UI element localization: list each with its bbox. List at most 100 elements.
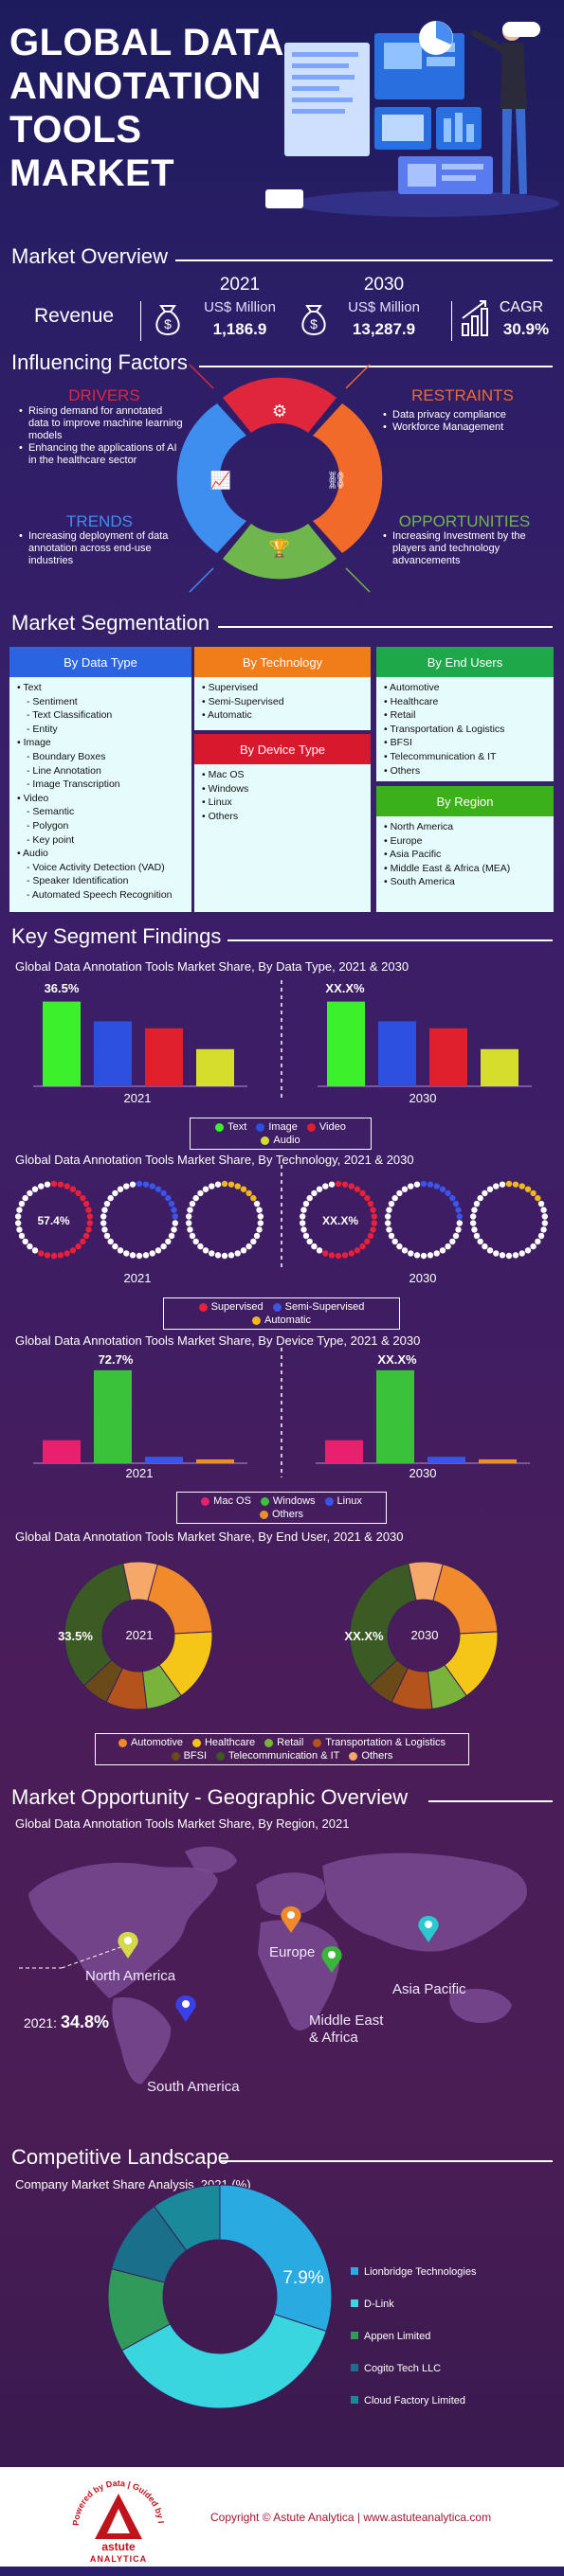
link-icon: ⛓	[326, 471, 348, 490]
data-type-chart-title: Global Data Annotation Tools Market Shar…	[15, 959, 409, 974]
location-pin-icon	[418, 1916, 439, 1942]
ring-dot-semi-supervised-2021	[160, 1190, 167, 1197]
ring-dot-automatic-2021	[202, 1186, 209, 1192]
unit-2030: US$ Million	[348, 299, 420, 315]
list-item: • Middle East & Africa (MEA)	[384, 862, 511, 874]
ring-dot-supervised-2030	[328, 1181, 336, 1188]
by-end-users-list: • Automotive • Healthcare • Retail • Tra…	[376, 677, 554, 781]
money-bag-icon: $	[155, 305, 180, 336]
list-item: • Others	[384, 764, 421, 777]
ring-dot-semi-supervised-2030	[396, 1190, 403, 1197]
ring-dot-semi-supervised-2021	[101, 1226, 108, 1233]
trends-heading: TRENDS	[66, 512, 133, 530]
ring-dot-supervised-2021	[44, 1252, 51, 1259]
restraints-list: • Data privacy compliance • Workforce Mana…	[383, 409, 554, 434]
svg-text:astute: astute	[101, 2540, 136, 2553]
ring-dot-supervised-2021	[16, 1226, 23, 1233]
list-item: • Rising demand for annotated data to imp…	[19, 405, 183, 441]
list-item: • Transportation & Logistics	[384, 723, 505, 735]
ring-dot-supervised-2021	[50, 1252, 58, 1260]
ring-dot-automatic-2030	[477, 1238, 483, 1245]
bar-linux-2030	[428, 1457, 465, 1463]
ring-dot-supervised-2030	[371, 1220, 378, 1226]
by-technology-list: • Supervised • Semi-Supervised • Automat…	[194, 677, 371, 730]
year-2021-header: 2021	[219, 275, 261, 295]
legend-item: Others	[349, 1750, 392, 1762]
ring-dot-supervised-2030	[335, 1252, 342, 1260]
slice-d-link	[120, 2313, 327, 2409]
ring-dot-automatic-2030	[535, 1194, 541, 1202]
by-data-type-header: By Data Type	[9, 647, 191, 677]
ring-dot-semi-supervised-2021	[101, 1207, 108, 1213]
ring-dot-semi-supervised-2021	[107, 1238, 114, 1245]
list-item: • Video	[17, 792, 49, 804]
trends-list: • Increasing deployment of data annotatio…	[19, 530, 175, 567]
ring-dot-supervised-2021	[31, 1186, 39, 1192]
ring-dot-semi-supervised-2030	[455, 1226, 462, 1233]
growth-chart-icon	[462, 300, 488, 336]
legend-swatch	[261, 1136, 270, 1145]
legend-item: Linux	[324, 1495, 362, 1507]
legend-item: Audio	[261, 1135, 300, 1146]
legend-swatch	[351, 2267, 358, 2275]
svg-text:ANALYTICA: ANALYTICA	[90, 2554, 147, 2564]
legend-swatch	[252, 1315, 262, 1325]
region-label-europe: Europe	[269, 1944, 316, 1960]
ring-dot-semi-supervised-2021	[103, 1200, 111, 1208]
ring-dot-automatic-2030	[530, 1190, 537, 1197]
ring-dot-semi-supervised-2021	[155, 1247, 162, 1254]
legend-swatch	[349, 1751, 358, 1761]
company-legend: Lionbridge Technologies D-Link Appen Lim…	[351, 2256, 476, 2417]
legend-swatch	[351, 2364, 358, 2371]
money-bag-icon: $	[301, 305, 326, 336]
ring-dot-semi-supervised-2021	[123, 1250, 130, 1257]
ring-dot-supervised-2030	[306, 1194, 313, 1202]
continent-europe	[256, 1872, 326, 1916]
ring-dot-semi-supervised-2030	[388, 1232, 395, 1240]
legend-item: Retail	[264, 1737, 303, 1748]
data-type-value-label-2030: XX.X%	[325, 981, 365, 995]
ring-dot-supervised-2021	[80, 1194, 86, 1202]
list-item: • Automatic	[202, 709, 252, 722]
bar-windows-2021	[94, 1369, 132, 1463]
ring-dot-semi-supervised-2021	[155, 1186, 162, 1192]
revenue-2021-value: 1,186.9	[212, 320, 267, 338]
ring-dot-automatic-2030	[499, 1181, 506, 1188]
ring-dot-supervised-2021	[85, 1226, 92, 1233]
ring-dot-automatic-2030	[505, 1252, 513, 1260]
ring-dot-automatic-2030	[486, 1247, 494, 1254]
legend-swatch	[260, 1496, 269, 1506]
list-item: • Data privacy compliance	[383, 409, 506, 420]
bar-others-2021	[196, 1458, 234, 1463]
bar-mac-os-2021	[43, 1440, 81, 1463]
revenue-label: Revenue	[34, 305, 115, 327]
enduser-chart-title: Global Data Annotation Tools Market Shar…	[15, 1530, 404, 1544]
bar-text-2030	[327, 1001, 365, 1086]
legend-item: Supervised	[198, 1301, 264, 1313]
ring-dot-supervised-2021	[80, 1238, 86, 1245]
ring-dot-semi-supervised-2030	[384, 1220, 391, 1226]
device-legend: Mac OS Windows Linux Others	[176, 1492, 387, 1524]
section-divider	[218, 626, 553, 628]
list-item: • Linux	[202, 796, 232, 809]
trends-segment	[176, 403, 246, 553]
list-item: - Boundary Boxes	[27, 750, 106, 762]
ring-dot-automatic-2021	[253, 1232, 261, 1240]
ring-dot-automatic-2021	[250, 1194, 257, 1202]
continent-north-america	[28, 1862, 218, 1998]
ring-dot-semi-supervised-2021	[168, 1200, 175, 1208]
list-item: • Semi-Supervised	[202, 695, 284, 707]
ring-dot-automatic-2030	[541, 1220, 549, 1226]
list-item: • South America	[384, 876, 455, 888]
factors-wheel: ⚙ ⛓ 🏆 📈	[176, 364, 383, 593]
bar-linux-2021	[145, 1457, 183, 1463]
ring-dot-automatic-2021	[234, 1250, 241, 1257]
legend-item: Text	[215, 1121, 246, 1133]
drivers-list: • Rising demand for annotated data to imp…	[19, 405, 185, 467]
ring-dot-supervised-2030	[300, 1226, 307, 1233]
ring-dot-automatic-2021	[197, 1190, 204, 1197]
ring-dot-automatic-2030	[493, 1250, 500, 1257]
ring-dot-supervised-2021	[14, 1213, 22, 1220]
list-item: - Polygon	[27, 819, 69, 832]
list-item: - Key point	[27, 833, 75, 846]
